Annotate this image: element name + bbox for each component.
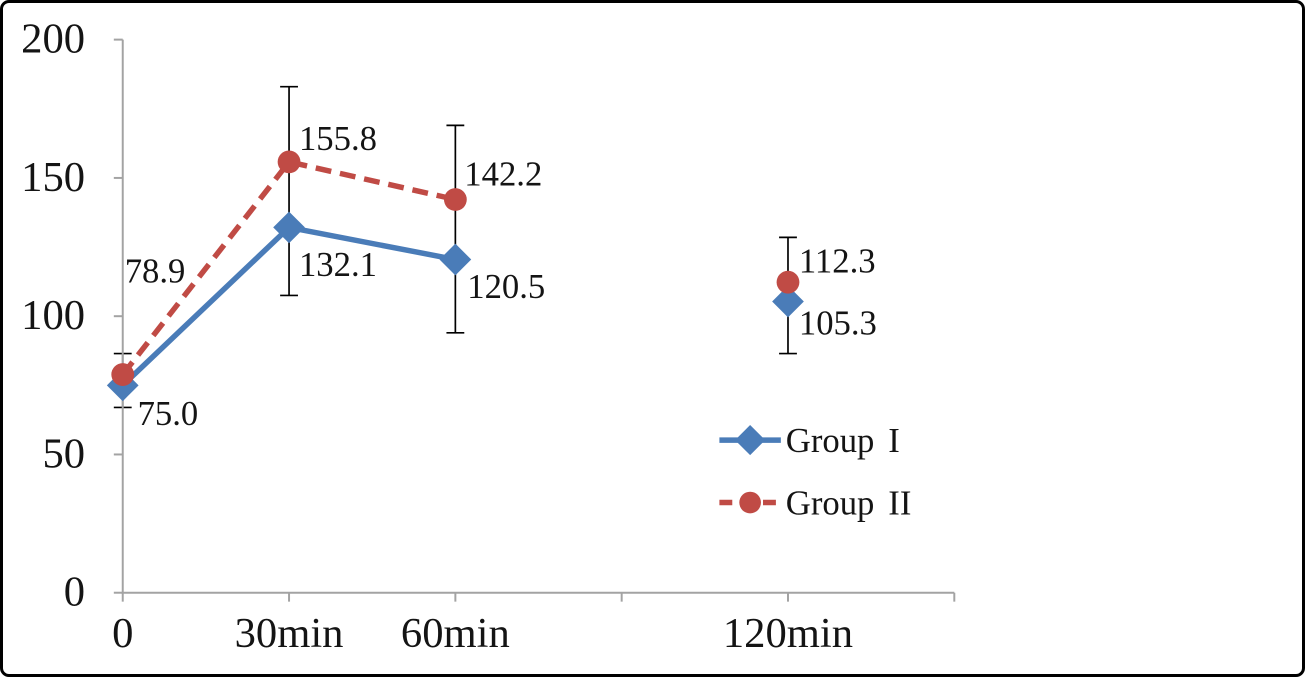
circle-marker bbox=[277, 150, 301, 174]
legend-label: Group I bbox=[786, 421, 900, 460]
y-tick-label: 200 bbox=[21, 16, 85, 63]
data-label: 78.9 bbox=[125, 251, 186, 290]
data-label: 155.8 bbox=[299, 119, 377, 158]
y-tick-label: 0 bbox=[64, 569, 85, 616]
legend-label-prefix: Group bbox=[786, 421, 875, 460]
legend-label-prefix: Group bbox=[786, 483, 875, 522]
error-bar bbox=[280, 85, 298, 297]
data-label: 142.2 bbox=[464, 155, 542, 194]
data-label: 105.3 bbox=[799, 303, 877, 342]
circle-marker bbox=[739, 491, 761, 514]
legend-label-numeral: II bbox=[888, 483, 911, 522]
y-tick-label: 50 bbox=[42, 430, 85, 477]
diamond-marker bbox=[735, 425, 766, 456]
legend: Group I Group II bbox=[719, 421, 911, 522]
x-tick-label: 0 bbox=[112, 610, 133, 657]
circle-marker bbox=[776, 270, 800, 294]
data-label: 132.1 bbox=[299, 245, 377, 284]
x-tick-label: 60min bbox=[401, 610, 510, 657]
x-tick-label: 30min bbox=[235, 610, 344, 657]
legend-label: Group II bbox=[786, 483, 912, 522]
circle-marker bbox=[443, 188, 467, 211]
error-bars-layer bbox=[113, 85, 797, 409]
legend-item-group-ii: Group II bbox=[719, 483, 911, 522]
series-line bbox=[120, 158, 456, 377]
axes-layer: 0 50 100 150 200 0 30min 60min 120min bbox=[21, 16, 956, 657]
legend-label-numeral: I bbox=[888, 421, 900, 460]
y-tick-label: 100 bbox=[21, 292, 85, 339]
diamond-marker bbox=[772, 285, 804, 318]
series-group-ii bbox=[111, 150, 800, 386]
x-tick-label: 120min bbox=[723, 610, 853, 657]
circle-marker bbox=[111, 363, 135, 386]
data-labels-layer: 75.0 132.1 120.5 105.3 78.9 155.8 142.2 112.3 bbox=[125, 119, 877, 433]
diamond-marker bbox=[273, 211, 305, 244]
y-tick-label: 150 bbox=[21, 154, 85, 201]
data-label: 75.0 bbox=[138, 394, 199, 433]
error-bar bbox=[446, 124, 465, 334]
data-label: 120.5 bbox=[467, 267, 545, 306]
line-chart-svg: 0 50 100 150 200 0 30min 60min 120min 75.0 132.1 1… bbox=[21, 16, 956, 657]
legend-item-group-i: Group I bbox=[719, 421, 900, 460]
data-label: 112.3 bbox=[799, 241, 876, 280]
diamond-marker bbox=[439, 243, 472, 276]
series-layer bbox=[106, 150, 804, 402]
